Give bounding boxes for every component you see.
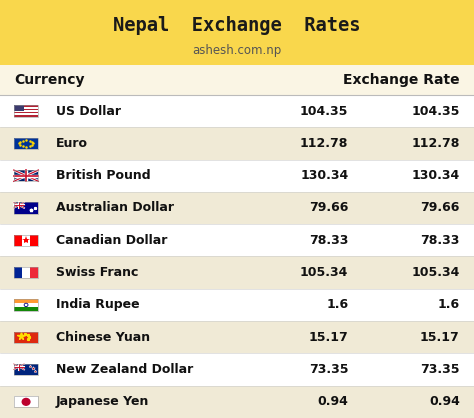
Bar	[0, 95, 474, 127]
Text: Nepal  Exchange  Rates: Nepal Exchange Rates	[113, 16, 361, 36]
Text: 130.34: 130.34	[300, 169, 348, 182]
Text: 73.35: 73.35	[309, 363, 348, 376]
Text: 1.6: 1.6	[438, 298, 460, 311]
Circle shape	[22, 398, 30, 405]
Bar	[14, 331, 38, 343]
Bar	[14, 107, 38, 109]
Text: Japanese Yen: Japanese Yen	[56, 395, 149, 408]
Bar	[14, 138, 38, 149]
Text: ashesh.com.np: ashesh.com.np	[192, 44, 282, 57]
Text: US Dollar: US Dollar	[56, 104, 121, 117]
Text: 1.6: 1.6	[326, 298, 348, 311]
Bar	[14, 202, 38, 214]
Bar	[14, 202, 24, 208]
Bar	[14, 110, 38, 112]
Bar	[14, 396, 38, 408]
Text: 104.35: 104.35	[300, 104, 348, 117]
Text: Exchange Rate: Exchange Rate	[343, 73, 460, 87]
Bar	[14, 364, 38, 375]
Text: Canadian Dollar: Canadian Dollar	[56, 234, 167, 247]
Bar	[14, 267, 38, 278]
Bar	[14, 299, 38, 303]
Text: 112.78: 112.78	[300, 137, 348, 150]
Bar	[0, 65, 474, 95]
Bar	[14, 307, 38, 311]
Bar	[14, 105, 24, 111]
Bar	[14, 234, 38, 246]
Bar	[0, 386, 474, 418]
Bar	[0, 353, 474, 386]
Bar	[14, 396, 38, 408]
Text: 78.33: 78.33	[420, 234, 460, 247]
Bar	[14, 331, 38, 343]
Text: 105.34: 105.34	[300, 266, 348, 279]
Bar	[22, 267, 30, 278]
Text: 79.66: 79.66	[420, 201, 460, 214]
Text: Swiss Franc: Swiss Franc	[56, 266, 138, 279]
Text: 105.34: 105.34	[411, 266, 460, 279]
Bar	[14, 364, 38, 375]
Text: New Zealand Dollar: New Zealand Dollar	[56, 363, 193, 376]
Bar	[0, 127, 474, 160]
Bar	[14, 170, 38, 181]
Bar	[0, 0, 474, 65]
Bar	[14, 234, 22, 246]
Bar	[22, 234, 30, 246]
Text: 0.94: 0.94	[429, 395, 460, 408]
Bar	[14, 138, 38, 149]
Text: Euro: Euro	[56, 137, 88, 150]
Bar	[14, 113, 38, 115]
Text: 0.94: 0.94	[318, 395, 348, 408]
Bar	[30, 234, 38, 246]
Bar	[14, 202, 38, 214]
Text: 73.35: 73.35	[420, 363, 460, 376]
Bar	[0, 257, 474, 289]
Bar	[14, 303, 38, 307]
Text: 104.35: 104.35	[411, 104, 460, 117]
Text: 15.17: 15.17	[309, 331, 348, 344]
Bar	[14, 105, 38, 117]
Bar	[0, 192, 474, 224]
Text: Chinese Yuan: Chinese Yuan	[56, 331, 150, 344]
Text: 79.66: 79.66	[309, 201, 348, 214]
Bar	[0, 321, 474, 353]
Bar	[0, 289, 474, 321]
Bar	[14, 299, 38, 311]
Bar	[0, 160, 474, 192]
Text: 15.17: 15.17	[420, 331, 460, 344]
Text: British Pound: British Pound	[56, 169, 151, 182]
Text: 78.33: 78.33	[309, 234, 348, 247]
Bar	[14, 170, 38, 181]
Text: 130.34: 130.34	[411, 169, 460, 182]
Bar	[14, 267, 22, 278]
Text: Currency: Currency	[14, 73, 85, 87]
Text: Australian Dollar: Australian Dollar	[56, 201, 174, 214]
Bar	[14, 105, 38, 117]
Text: 112.78: 112.78	[411, 137, 460, 150]
Bar	[0, 224, 474, 257]
Bar	[14, 364, 24, 370]
Text: India Rupee: India Rupee	[56, 298, 139, 311]
Bar	[30, 267, 38, 278]
